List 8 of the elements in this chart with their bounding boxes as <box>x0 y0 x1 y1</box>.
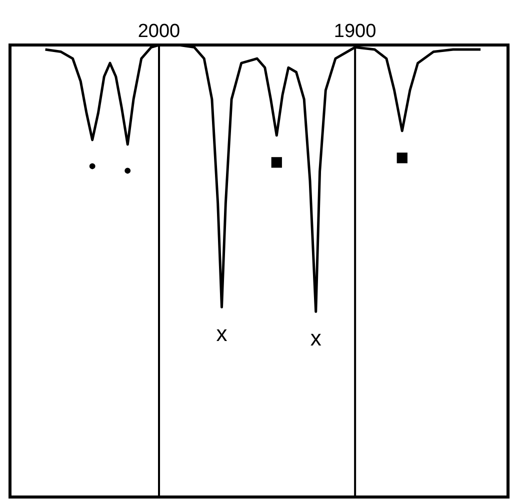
annotation: x <box>310 325 322 350</box>
x-tick-label: 1900 <box>334 21 376 42</box>
annotation: • <box>124 158 132 184</box>
annotation: ■ <box>270 149 284 174</box>
x-tick-label: 2000 <box>138 21 180 42</box>
annotation: ■ <box>395 144 409 170</box>
annotation: • <box>88 154 96 179</box>
annotation: x <box>216 320 228 346</box>
